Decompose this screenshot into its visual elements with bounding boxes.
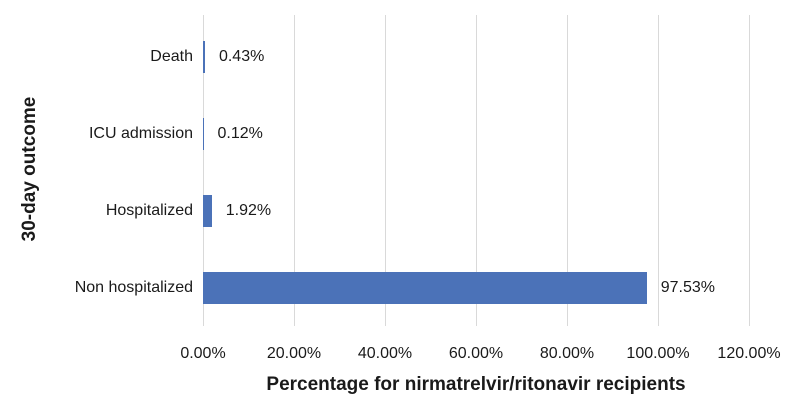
gridline	[384, 15, 386, 326]
bar	[203, 40, 205, 73]
x-tick-label: 20.00%	[266, 345, 322, 362]
gridline	[657, 15, 659, 326]
gridline	[202, 15, 204, 326]
gridline	[748, 15, 750, 326]
gridline	[293, 15, 295, 326]
category-label: ICU admission	[88, 124, 193, 142]
x-axis-title: Percentage for nirmatrelvir/ritonavir re…	[266, 374, 686, 395]
gridline	[566, 15, 568, 326]
x-tick-label: 60.00%	[448, 345, 504, 362]
category-label: Death	[150, 47, 193, 65]
value-label: 0.43%	[218, 47, 265, 65]
x-tick-label: 100.00%	[626, 345, 690, 362]
bar	[203, 117, 204, 150]
value-label: 1.92%	[225, 202, 272, 220]
x-tick-label: 0.00%	[180, 345, 226, 362]
x-tick-label: 80.00%	[539, 345, 595, 362]
plot-area	[202, 15, 750, 326]
gridline	[475, 15, 477, 326]
value-label: 97.53%	[660, 279, 716, 297]
bar	[203, 195, 212, 228]
x-tick-label: 120.00%	[717, 345, 781, 362]
bar	[203, 272, 647, 305]
x-tick-label: 40.00%	[357, 345, 413, 362]
category-label: Non hospitalized	[74, 279, 193, 297]
value-label: 0.12%	[217, 124, 263, 142]
category-label: Hospitalized	[105, 202, 193, 220]
